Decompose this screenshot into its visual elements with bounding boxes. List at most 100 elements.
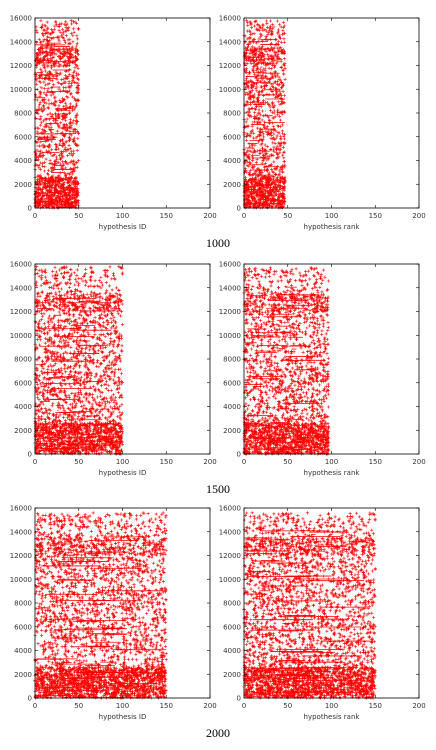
- scatter-point: [55, 415, 59, 419]
- scatter-point: [75, 280, 79, 284]
- scatter-point: [61, 123, 66, 127]
- scatter-point: [257, 73, 261, 77]
- scatter-point: [258, 35, 262, 39]
- scatter-point: [75, 321, 80, 325]
- scatter-point: [116, 343, 120, 347]
- scatter-point: [84, 407, 88, 411]
- scatter-point: [60, 22, 64, 26]
- scatter-point: [48, 193, 52, 197]
- scatter-point: [268, 103, 272, 107]
- scatter-point: [63, 134, 67, 139]
- scatter-point: [72, 179, 76, 183]
- scatter-point: [57, 180, 62, 184]
- scatter-point: [49, 49, 53, 53]
- scatter-point: [69, 356, 73, 360]
- scatter-point: [42, 376, 46, 380]
- scatter-point: [116, 406, 120, 410]
- scatter-point: [259, 50, 263, 54]
- scatter-point: [66, 154, 70, 158]
- scatter-point: [276, 94, 280, 98]
- scatter-point: [66, 42, 70, 46]
- y-tick-label: 12000: [219, 62, 241, 70]
- scatter-point: [35, 373, 39, 377]
- scatter-point: [250, 45, 255, 49]
- scatter-point: [257, 171, 261, 175]
- scatter-point: [97, 279, 101, 283]
- scatter-point: [273, 50, 277, 54]
- scatter-point: [68, 173, 72, 177]
- scatter-point: [95, 426, 99, 430]
- scatter-point: [35, 130, 39, 134]
- scatter-point: [48, 408, 52, 412]
- y-tick-label: 12000: [10, 62, 32, 70]
- scatter-point: [261, 28, 265, 32]
- scatter-point: [53, 183, 58, 187]
- scatter-point: [67, 59, 71, 63]
- scatter-point: [256, 22, 260, 27]
- scatter-point: [42, 91, 46, 95]
- scatter-point: [45, 20, 49, 24]
- scatter-point: [73, 166, 77, 170]
- scatter-point: [264, 113, 268, 117]
- scatter-point: [273, 63, 277, 68]
- scatter-point: [272, 145, 276, 149]
- scatter-point: [257, 28, 261, 32]
- scatter-point: [259, 74, 263, 78]
- scatter-point: [278, 168, 282, 172]
- scatter-point: [69, 170, 73, 174]
- scatter-point: [264, 165, 268, 169]
- scatter-point: [56, 367, 60, 372]
- scatter-point: [53, 24, 57, 28]
- scatter-point: [247, 185, 251, 189]
- scatter-point: [249, 36, 253, 40]
- scatter-point: [53, 95, 57, 99]
- scatter-point: [267, 29, 271, 33]
- scatter-point: [59, 340, 63, 344]
- scatter-point: [59, 139, 63, 143]
- scatter-point: [66, 344, 70, 348]
- scatter-point: [55, 144, 59, 148]
- scatter-point: [50, 317, 54, 321]
- scatter-point: [66, 95, 70, 100]
- scatter-point: [36, 387, 40, 391]
- scatter-point: [42, 80, 46, 84]
- scatter-point: [93, 427, 97, 431]
- row-caption: 1000: [206, 236, 230, 250]
- scatter-point: [278, 148, 282, 152]
- scatter-point: [68, 178, 72, 182]
- scatter-point: [50, 79, 54, 83]
- scatter-point: [51, 50, 55, 54]
- scatter-point: [88, 348, 92, 352]
- scatter-point: [40, 362, 44, 366]
- scatter-point: [41, 34, 46, 38]
- scatter-point: [43, 160, 47, 164]
- x-axis-label: hypothesis ID: [99, 223, 147, 231]
- scatter-point: [48, 382, 52, 386]
- scatter-point: [75, 42, 79, 46]
- scatter-point: [260, 52, 264, 56]
- scatter-point: [283, 77, 287, 81]
- scatter-point: [40, 270, 44, 274]
- scatter-point: [247, 155, 251, 159]
- scatter-point: [58, 51, 62, 55]
- scatter-point: [99, 280, 103, 284]
- scatter-point: [73, 80, 77, 85]
- scatter-point: [68, 189, 72, 193]
- scatter-point: [282, 72, 286, 76]
- y-tick-label: 0: [28, 205, 32, 213]
- scatter-point: [62, 38, 66, 42]
- scatter-point: [39, 26, 43, 30]
- scatter-point: [69, 290, 73, 294]
- scatter-point: [112, 358, 116, 362]
- scatter-point: [41, 186, 45, 191]
- scatter-point: [255, 199, 259, 204]
- scatter-point: [248, 173, 252, 177]
- scatter-point: [57, 290, 61, 294]
- scatter-point: [259, 137, 263, 141]
- scatter-point: [265, 158, 269, 162]
- scatter-point: [117, 336, 121, 340]
- scatter-point: [107, 350, 111, 355]
- scatter-point: [278, 178, 282, 183]
- scatter-point: [71, 104, 75, 108]
- scatter-point: [84, 279, 88, 283]
